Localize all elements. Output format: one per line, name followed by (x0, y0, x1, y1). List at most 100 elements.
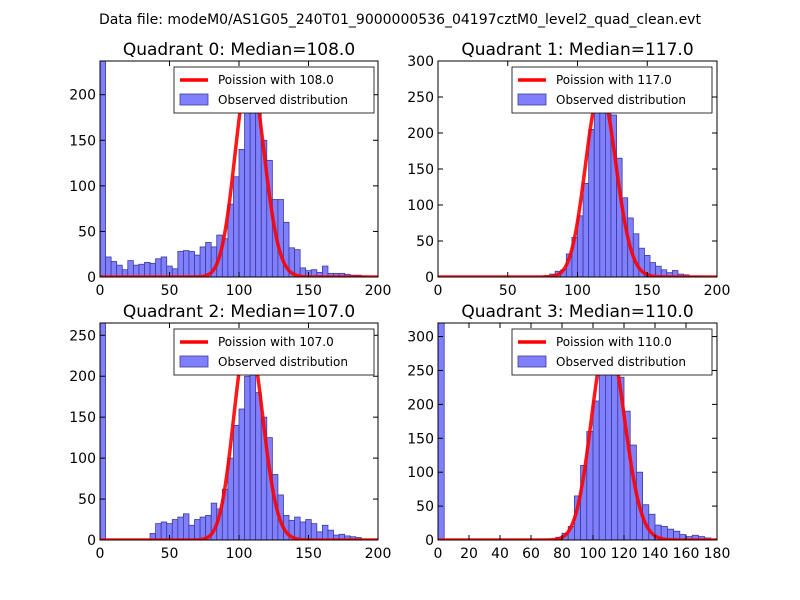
legend-label-observed: Observed distribution (556, 93, 686, 107)
histogram-bar (188, 251, 195, 277)
x-tick-label: 200 (365, 283, 392, 299)
histogram-bar (182, 513, 190, 540)
legend-label-poisson: Poission with 117.0 (556, 73, 672, 87)
histogram-bar (177, 516, 184, 540)
legend-bar-swatch (517, 355, 547, 368)
y-tick-label: 50 (416, 499, 434, 515)
histogram-bar (238, 408, 245, 540)
y-tick-label: 150 (407, 162, 434, 178)
y-tick-label: 100 (407, 198, 434, 214)
x-tick-label: 120 (611, 546, 638, 562)
x-tick-label: 50 (161, 546, 179, 562)
x-tick-label: 100 (580, 546, 607, 562)
histogram-bar (244, 375, 251, 540)
legend-label-poisson: Poission with 107.0 (218, 335, 334, 349)
figure-suptitle: Data file: modeM0/AS1G05_240T01_90000005… (99, 12, 701, 28)
histogram-bar (233, 424, 240, 540)
histogram-bar (182, 250, 190, 277)
histogram-bar (160, 256, 168, 277)
histogram-bar (199, 516, 207, 540)
x-tick-label: 0 (434, 546, 443, 562)
x-tick-label: 100 (226, 546, 253, 562)
legend-bar-swatch (179, 355, 209, 368)
histogram-bar (155, 523, 162, 540)
panel-title: Quadrant 2: Median=107.0 (123, 302, 355, 322)
x-tick-label: 40 (491, 546, 509, 562)
legend-label-poisson: Poission with 110.0 (556, 335, 672, 349)
y-tick-label: 50 (416, 234, 434, 250)
legend-bar-swatch (179, 93, 209, 106)
y-tick-label: 0 (425, 270, 434, 286)
histogram-bar (194, 254, 201, 277)
y-tick-label: 0 (87, 533, 96, 549)
histogram-bar (321, 524, 329, 540)
x-tick-label: 150 (634, 283, 661, 299)
histogram-bar (294, 516, 301, 540)
x-tick-label: 150 (295, 283, 322, 299)
poisson-curve (100, 70, 378, 277)
x-tick-label: 20 (460, 546, 478, 562)
histogram-bar (233, 176, 240, 277)
x-tick-label: 80 (553, 546, 571, 562)
y-tick-label: 250 (407, 90, 434, 106)
x-tick-label: 100 (564, 283, 591, 299)
panel-2: 0 50 100 150 200 0 50 100 150 200 250 Quadrant 2: M… (69, 302, 391, 562)
y-tick-label: 0 (87, 270, 96, 286)
x-tick-label: 200 (704, 283, 731, 299)
y-tick-label: 250 (69, 328, 96, 344)
x-tick-label: 200 (365, 546, 392, 562)
histogram-bar (171, 519, 179, 540)
x-tick-label: 150 (295, 546, 322, 562)
y-tick-label: 100 (69, 179, 96, 195)
histogram-bar (110, 261, 118, 277)
y-tick-label: 200 (407, 397, 434, 413)
y-tick-label: 150 (69, 410, 96, 426)
panel-title: Quadrant 3: Median=110.0 (461, 302, 693, 322)
y-tick-label: 100 (407, 465, 434, 481)
x-tick-label: 180 (704, 546, 731, 562)
x-tick-label: 0 (96, 546, 105, 562)
histogram-bar (582, 182, 590, 277)
x-tick-label: 0 (434, 283, 443, 299)
y-tick-label: 0 (425, 533, 434, 549)
histogram-bar (138, 263, 145, 277)
histogram-bar (294, 249, 301, 277)
histogram-bar (244, 98, 251, 277)
legend-label-observed: Observed distribution (218, 93, 348, 107)
axes-frame (437, 322, 718, 541)
panel-0: 0 50 100 150 200 0 50 100 150 200 Quadrant 0: Medi… (69, 40, 391, 299)
histogram-bar (249, 363, 257, 540)
y-tick-label: 200 (69, 88, 96, 104)
histogram-bar (588, 128, 595, 277)
legend-label-observed: Observed distribution (218, 355, 348, 369)
histogram-bar (194, 519, 201, 540)
legend: Poission with 107.0 Observed distribution (173, 328, 375, 376)
histogram-bar (310, 523, 318, 540)
plot-area (100, 323, 378, 540)
histogram-bar (100, 323, 106, 540)
histogram-bar (127, 260, 134, 277)
panel-1: 0 50 100 150 200 0 50 100 150 200 250 300 Quadrant 1… (407, 40, 730, 299)
legend-bar-swatch (517, 93, 547, 106)
histogram-bar (177, 251, 184, 277)
y-tick-label: 100 (69, 451, 96, 467)
x-tick-label: 100 (226, 283, 253, 299)
y-tick-label: 150 (69, 133, 96, 149)
histogram-bar (144, 262, 151, 277)
histogram-bar (160, 521, 168, 540)
histogram-bar (116, 264, 123, 277)
y-tick-label: 200 (407, 126, 434, 142)
histogram-bar (255, 392, 262, 540)
histogram-bar (188, 524, 195, 540)
y-tick-label: 250 (407, 363, 434, 379)
histogram-bar (149, 262, 156, 277)
x-tick-label: 140 (642, 546, 669, 562)
histogram-bar (199, 246, 207, 277)
panel-title: Quadrant 0: Median=108.0 (123, 40, 355, 60)
histogram-bar (438, 323, 445, 540)
y-tick-label: 200 (69, 369, 96, 385)
y-tick-label: 50 (78, 492, 96, 508)
histogram-bar (321, 265, 329, 277)
histogram-bar (592, 400, 600, 540)
